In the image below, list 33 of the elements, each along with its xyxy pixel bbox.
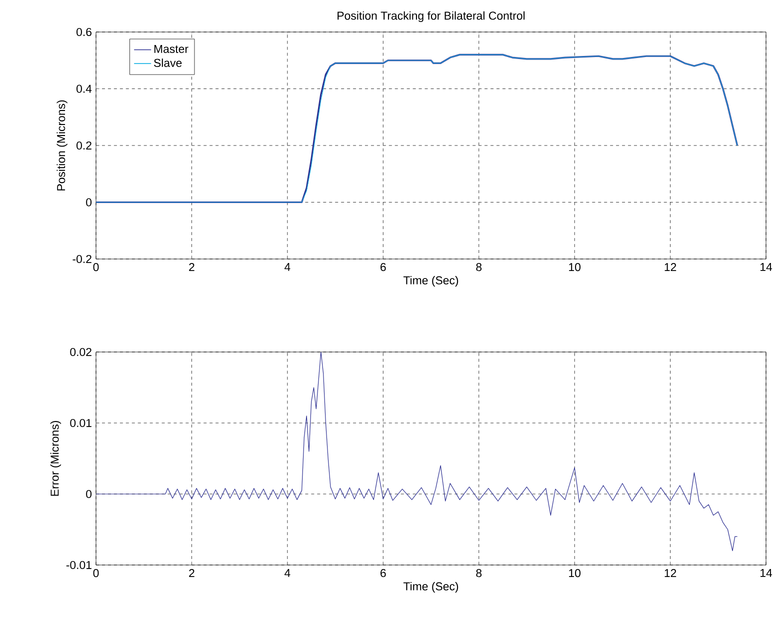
y-tick-label: 0.6 — [76, 28, 92, 36]
y-tick-label: -0.01 — [66, 560, 92, 570]
line-series — [96, 352, 738, 552]
x-tick-label: 10 — [569, 263, 580, 272]
y-tick-label: 0.4 — [76, 84, 92, 93]
x-tick-label: 6 — [380, 263, 386, 272]
x-tick-label: 12 — [664, 263, 676, 272]
y-tick-label: -0.2 — [72, 254, 92, 264]
y-axis-title: Error (Microns) — [50, 421, 62, 496]
x-tick-label: 6 — [380, 569, 386, 578]
x-tick-label: 0 — [93, 263, 99, 272]
y-tick-label: 0.01 — [70, 418, 92, 428]
y-tick-label: 0.02 — [70, 348, 92, 356]
x-tick-label: 8 — [476, 569, 482, 578]
y-tick-label: 0.2 — [76, 141, 92, 150]
legend-label: Master — [154, 44, 188, 53]
x-tick-label: 14 — [760, 569, 772, 577]
x-tick-label: 2 — [189, 263, 194, 272]
legend-label: Slave — [154, 58, 182, 67]
x-tick-label: 4 — [284, 569, 290, 577]
x-axis-title: Time (Sec) — [403, 276, 458, 287]
x-tick-label: 14 — [760, 263, 772, 271]
x-axis-title: Time (Sec) — [403, 582, 458, 593]
y-tick-label: 0 — [86, 198, 92, 206]
x-tick-label: 10 — [569, 569, 580, 578]
x-tick-label: 8 — [476, 263, 482, 272]
x-tick-label: 4 — [284, 263, 290, 271]
x-tick-label: 12 — [664, 569, 676, 578]
x-tick-label: 0 — [93, 569, 99, 578]
y-tick-label: 0 — [86, 490, 92, 498]
y-axis-title: Position (Microns) — [56, 100, 68, 190]
x-tick-label: 2 — [189, 569, 194, 578]
chart-title: Position Tracking for Bilateral Control — [338, 11, 525, 22]
